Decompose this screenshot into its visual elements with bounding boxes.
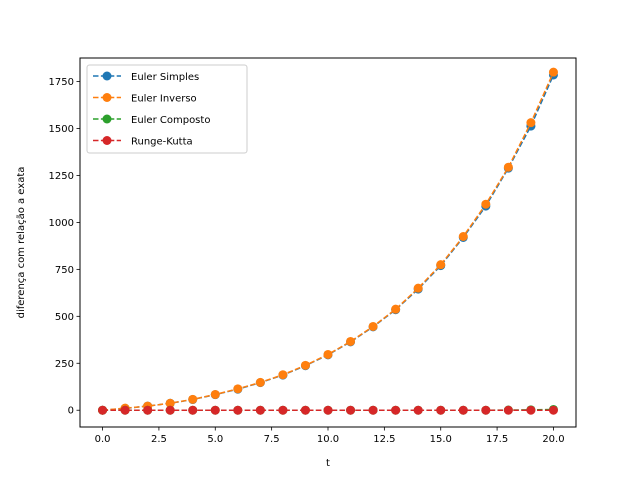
x-tick-label: 15.0	[430, 434, 452, 445]
x-axis: 0.0 2.5 5.0 7.5 10.0 12.5 15.0 17.5 20.0	[95, 427, 565, 445]
legend-item-runge-kutta: Runge-Kutta	[93, 136, 193, 148]
data-point	[368, 405, 378, 415]
x-tick-label: 7.5	[264, 434, 280, 445]
data-point	[278, 370, 288, 380]
data-point	[458, 405, 468, 415]
x-tick-label: 10.0	[317, 434, 339, 445]
legend-item-euler-inverso: Euler Inverso	[93, 93, 197, 105]
y-axis-label: diferença com relação a exata	[16, 167, 27, 319]
data-point	[481, 199, 491, 209]
legend-item-euler-simples: Euler Simples	[93, 71, 199, 83]
legend-marker	[102, 136, 112, 145]
data-point	[346, 336, 356, 346]
legend-label: Runge-Kutta	[131, 137, 193, 148]
data-point	[503, 405, 513, 415]
data-point	[526, 405, 536, 415]
x-axis-label: t	[326, 458, 330, 469]
legend: Euler Simples Euler Inverso Euler Composto…	[86, 64, 248, 154]
legend-label: Euler Inverso	[131, 94, 197, 105]
data-point	[300, 405, 310, 415]
legend-item-euler-composto: Euler Composto	[93, 114, 210, 126]
y-tick-label: 1000	[49, 218, 74, 229]
data-point	[458, 231, 468, 241]
data-point	[255, 377, 265, 387]
y-tick-label: 1750	[49, 77, 74, 88]
x-tick-label: 2.5	[151, 434, 167, 445]
data-point	[165, 405, 175, 415]
legend-marker	[102, 71, 112, 81]
y-tick-label: 750	[55, 265, 74, 276]
data-point	[413, 283, 423, 293]
data-point	[300, 360, 310, 370]
data-point	[436, 405, 446, 415]
data-point	[413, 405, 423, 415]
legend-marker	[102, 114, 112, 124]
data-point	[210, 405, 220, 415]
series-runge-kutta	[98, 405, 558, 415]
data-point	[233, 405, 243, 415]
data-point	[526, 118, 536, 128]
legend-label: Euler Composto	[131, 115, 210, 126]
data-point	[188, 405, 198, 415]
data-point	[391, 405, 401, 415]
data-point	[481, 405, 491, 415]
x-tick-label: 17.5	[486, 434, 508, 445]
data-point	[323, 349, 333, 359]
data-point	[436, 260, 446, 270]
y-tick-label: 500	[55, 312, 74, 323]
data-point	[143, 405, 153, 415]
data-point	[503, 162, 513, 172]
data-point	[255, 405, 265, 415]
data-point	[188, 394, 198, 404]
data-point	[98, 405, 108, 415]
data-point	[346, 405, 356, 415]
x-tick-label: 0.0	[95, 434, 111, 445]
y-tick-label: 250	[55, 359, 74, 370]
x-tick-label: 5.0	[207, 434, 223, 445]
legend-marker	[102, 93, 112, 102]
data-point	[165, 398, 175, 408]
data-point	[391, 304, 401, 314]
y-tick-label: 1250	[49, 171, 74, 182]
y-tick-label: 0	[68, 406, 74, 417]
x-tick-label: 20.0	[542, 434, 564, 445]
data-point	[278, 405, 288, 415]
data-point	[233, 384, 243, 394]
data-point	[210, 389, 220, 399]
plot-area	[98, 67, 558, 415]
data-point	[548, 67, 558, 77]
data-point	[120, 405, 130, 415]
data-point	[323, 405, 333, 415]
y-axis: 0 250 500 750 1000 1250 1500 1750	[49, 77, 80, 417]
y-tick-label: 1500	[49, 124, 74, 135]
legend-label: Euler Simples	[131, 72, 199, 83]
data-point	[368, 321, 378, 331]
legend-box	[86, 64, 248, 154]
x-tick-label: 12.5	[373, 434, 395, 445]
data-point	[548, 405, 558, 415]
